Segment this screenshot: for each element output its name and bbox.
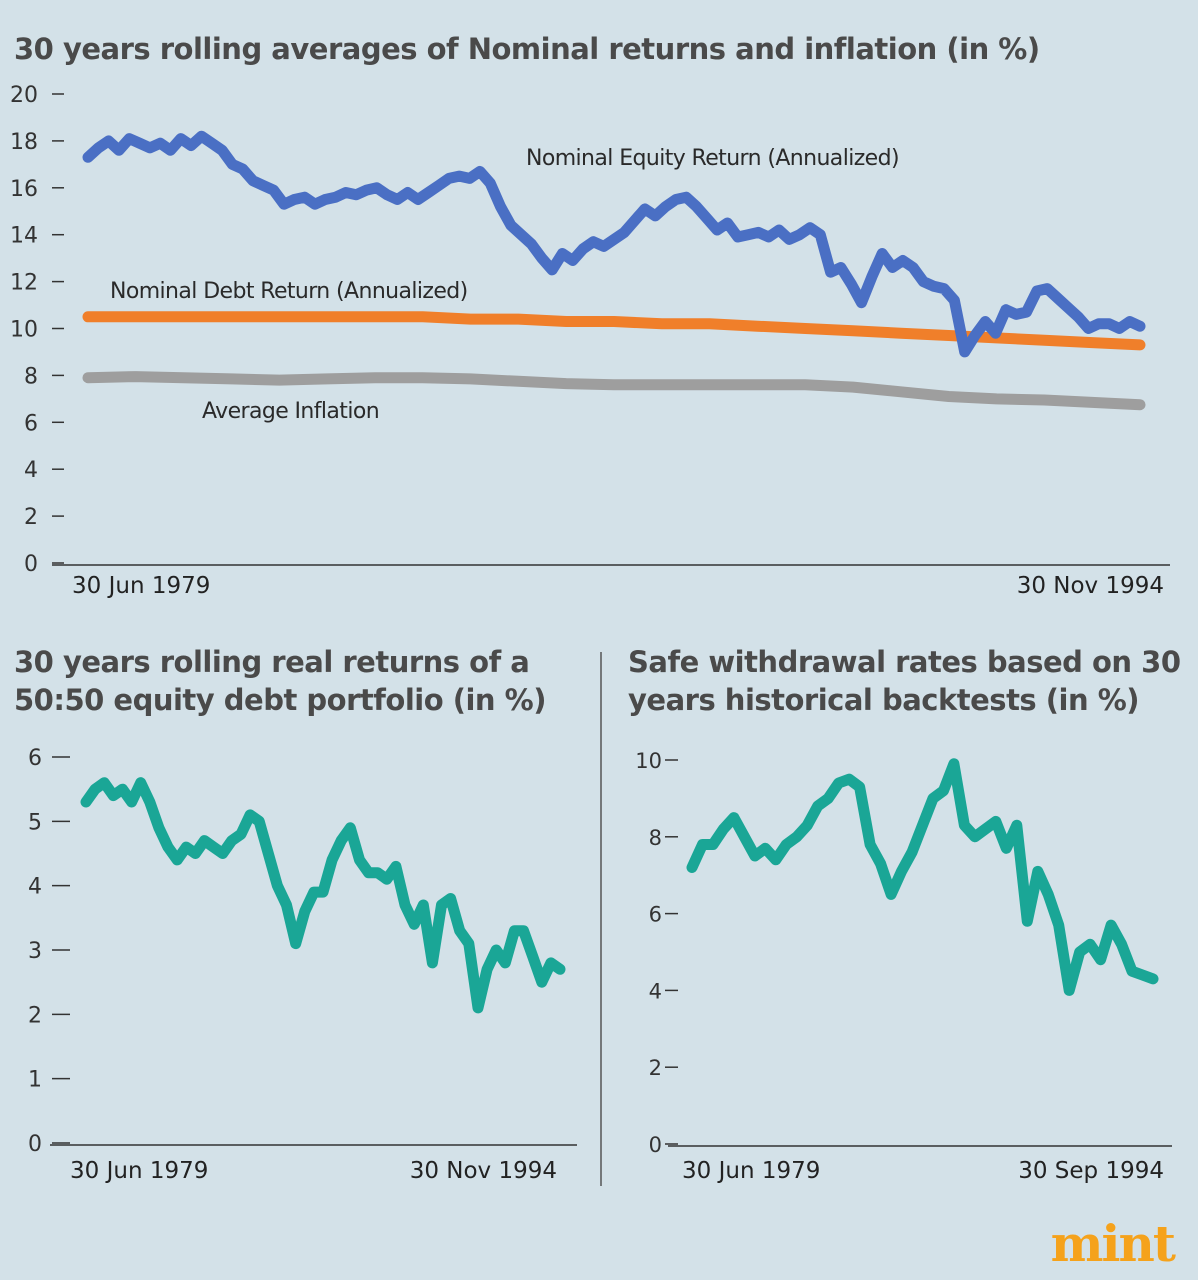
bottom-left-x-end-label: 30 Nov 1994 [410,1158,557,1184]
bottom-right-x-start-label: 30 Jun 1979 [682,1158,820,1184]
bottom-left-y-tick-label: 5 [28,810,42,835]
equity-series-label: Nominal Equity Return (Annualized) [526,146,899,171]
inflation-line [82,371,1146,411]
top-y-tick-label: 6 [24,411,38,436]
top-y-tick-label: 0 [24,552,38,577]
bottom-right-y-tick-label: 8 [649,826,662,850]
bottom-left-y-tick-label: 2 [28,1003,42,1028]
bottom-right-x-end-label: 30 Sep 1994 [1018,1158,1164,1184]
bottom-left-x-start-label: 30 Jun 1979 [70,1158,208,1184]
equity-return-line [82,130,1146,358]
top-y-tick-label: 14 [10,224,38,249]
bottom-right-chart-title: Safe withdrawal rates based on 30 years … [628,645,1181,717]
top-x-end-label: 30 Nov 1994 [1017,573,1164,599]
bottom-left-y-tick-label: 1 [28,1068,42,1093]
real-return-line [80,777,566,1014]
top-y-tick-label: 8 [24,364,38,389]
top-y-tick-label: 2 [24,505,38,530]
top-y-tick-label: 18 [10,130,38,155]
bottom-right-y-tick-label: 0 [649,1133,662,1157]
top-y-tick-label: 10 [10,318,38,343]
bottom-left-y-tick-label: 0 [28,1132,42,1157]
bottom-left-chart-title: 30 years rolling real returns of a 50:50… [14,645,546,717]
top-y-tick-label: 16 [10,177,38,202]
bottom-right-y-tick-label: 4 [649,979,662,1003]
bottom-right-y-tick-label: 10 [635,749,662,773]
debt-series-label: Nominal Debt Return (Annualized) [110,279,468,304]
bottom-left-y-tick-label: 6 [28,746,42,771]
top-y-tick-label: 20 [10,83,38,108]
withdrawal-rate-line [686,758,1159,996]
top-y-tick-label: 4 [24,458,38,483]
top-chart-title: 30 years rolling averages of Nominal ret… [14,32,1040,66]
bottom-right-y-tick-label: 6 [649,903,662,927]
top-x-start-label: 30 Jun 1979 [72,573,210,599]
bottom-left-y-tick-label: 4 [28,875,42,900]
top-y-tick-label: 12 [10,271,38,296]
mint-logo: mint [1050,1214,1176,1273]
bottom-right-y-tick-label: 2 [649,1056,662,1080]
inflation-series-label: Average Inflation [202,399,379,424]
bottom-left-y-tick-label: 3 [28,939,42,964]
